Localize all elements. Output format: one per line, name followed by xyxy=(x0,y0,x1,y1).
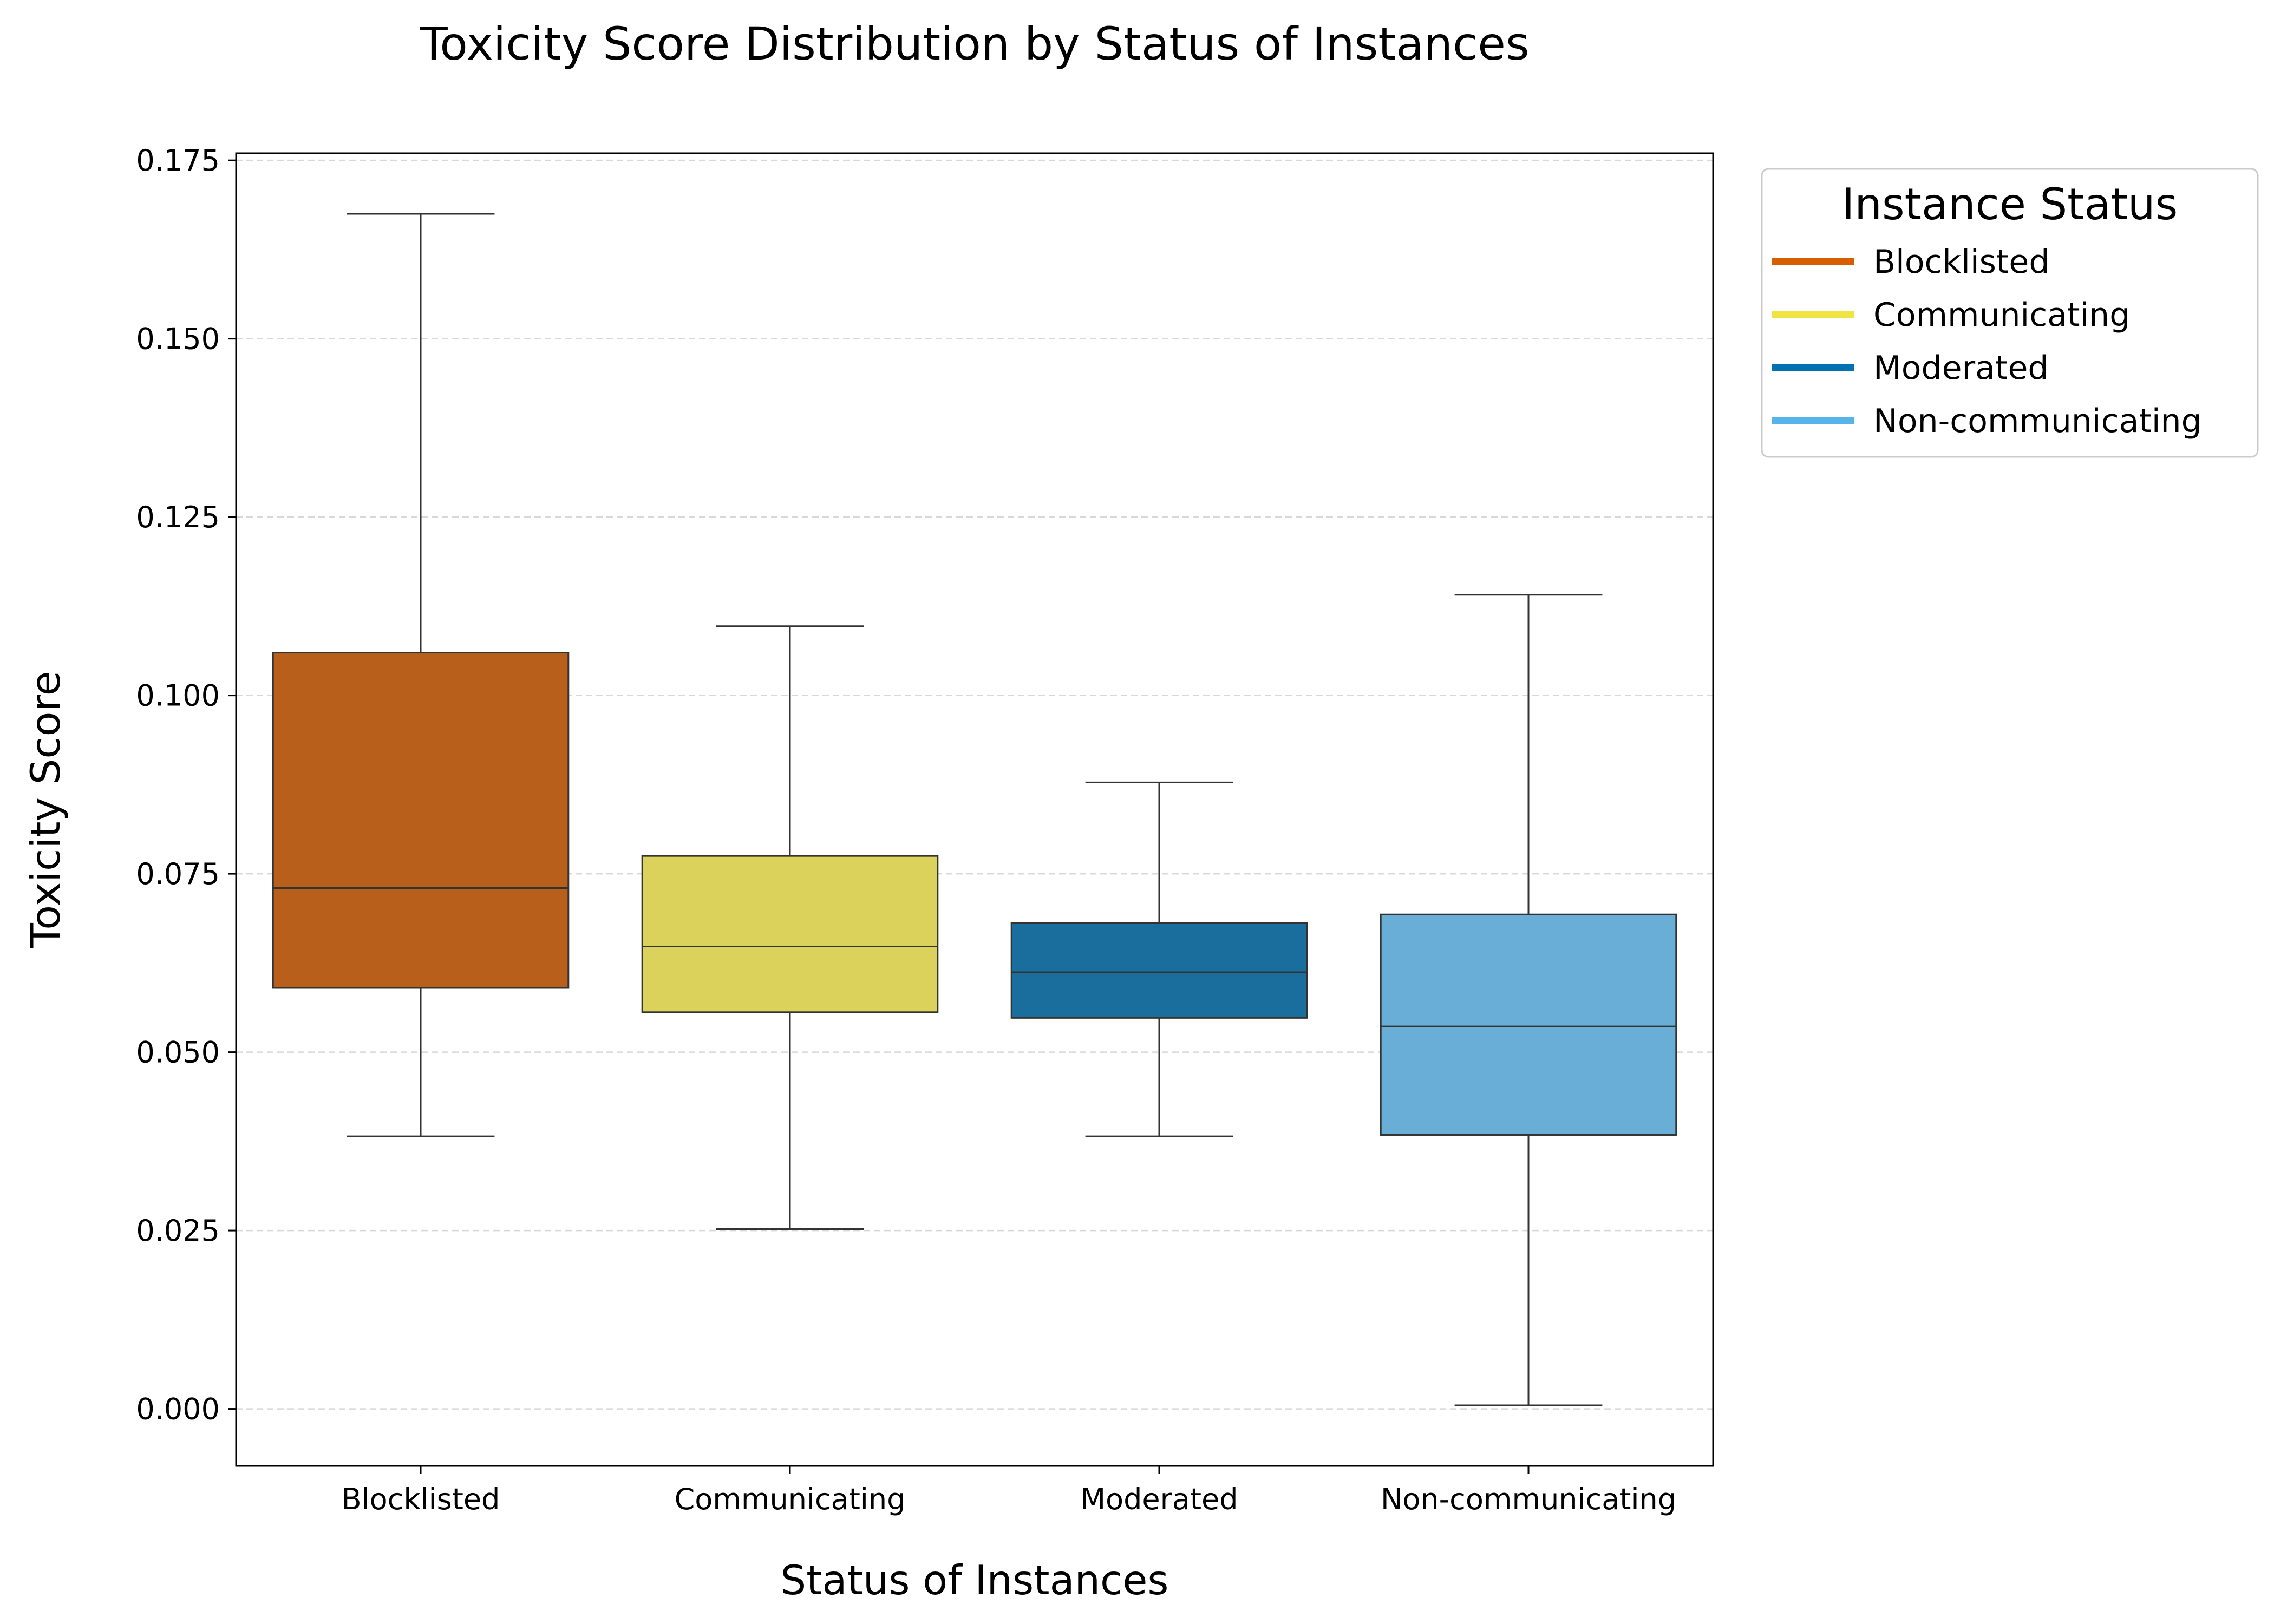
box-moderated xyxy=(1010,781,1308,1137)
legend-title: Instance Status xyxy=(1842,179,2178,230)
y-tick-label: 0.125 xyxy=(136,500,220,534)
y-tick-label: 0.025 xyxy=(136,1214,220,1248)
y-tick-label: 0.075 xyxy=(136,857,220,891)
y-axis-title: Toxicity Score xyxy=(22,671,69,948)
y-tick-label: 0.050 xyxy=(136,1036,220,1070)
x-tick-label: Blocklisted xyxy=(342,1482,500,1516)
iqr-box xyxy=(641,855,939,1013)
box-communicating xyxy=(641,625,939,1230)
legend-label: Moderated xyxy=(1873,349,2048,387)
box-plots xyxy=(272,213,1677,1406)
x-axis-ticks: Blocklisted Communicating Moderated Non-com… xyxy=(342,1466,1676,1516)
y-tick-label: 0.175 xyxy=(136,143,220,178)
box-blocklisted xyxy=(272,213,570,1137)
x-tick-label: Non-communicating xyxy=(1381,1482,1676,1516)
y-tick-label: 0.150 xyxy=(136,322,220,356)
x-axis-title: Status of Instances xyxy=(780,1556,1168,1604)
y-axis-ticks: 0.000 0.025 0.050 0.075 0.100 0.125 0.150 0.175 xyxy=(136,143,236,1426)
y-tick-label: 0.000 xyxy=(136,1392,220,1426)
y-tick-label: 0.100 xyxy=(136,679,220,713)
legend-label: Communicating xyxy=(1873,296,2130,334)
legend-label: Non-communicating xyxy=(1873,402,2202,440)
iqr-box xyxy=(1380,913,1677,1136)
x-tick-label: Moderated xyxy=(1080,1482,1238,1516)
iqr-box xyxy=(272,652,570,989)
x-tick-label: Communicating xyxy=(675,1482,906,1516)
legend-items: Blocklisted Communicating Moderated Non-com… xyxy=(1772,243,2202,440)
plot-area-frame xyxy=(235,152,1714,1467)
legend-label: Blocklisted xyxy=(1873,243,2049,281)
chart-title: Toxicity Score Distribution by Status of… xyxy=(419,17,1529,70)
legend: Instance Status Blocklisted Communicating… xyxy=(1761,168,2259,458)
iqr-box xyxy=(1010,922,1308,1019)
box-non-communicating xyxy=(1380,594,1677,1406)
legend-frame xyxy=(1761,168,2259,458)
